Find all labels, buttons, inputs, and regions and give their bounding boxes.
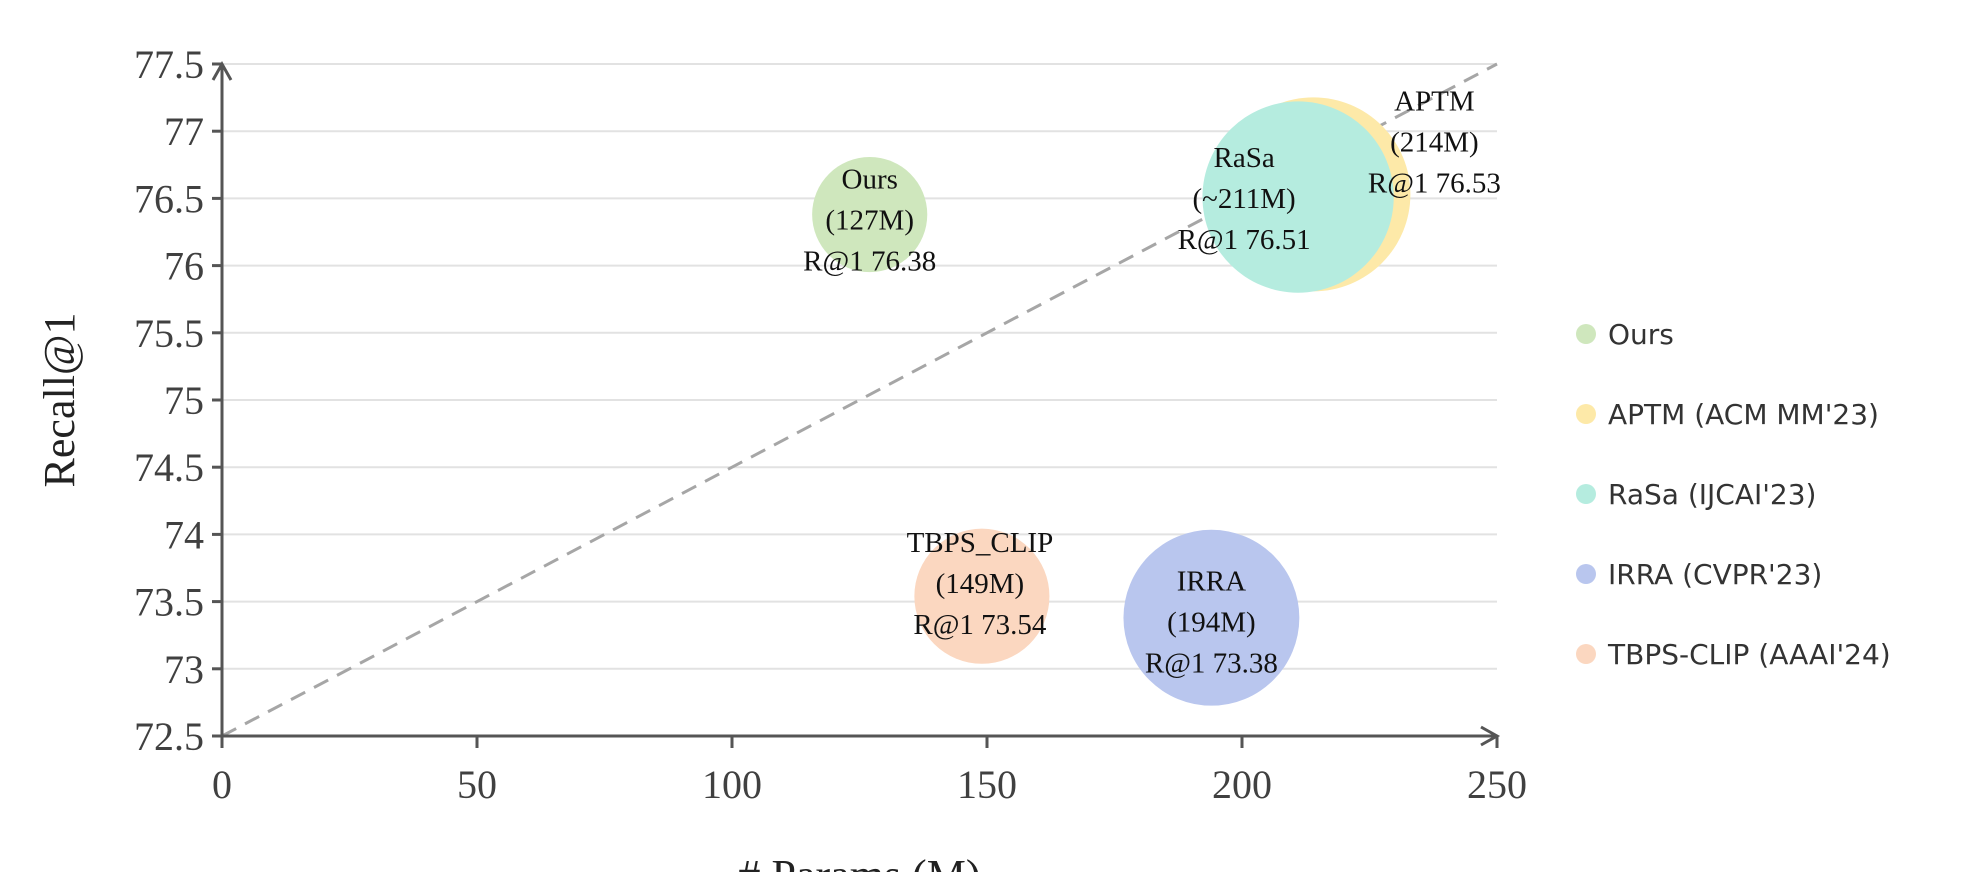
bubble-labels: Ours (127M) R@1 76.38 APTM (214M) R@1 76.53 Ra… — [803, 85, 1501, 679]
legend-marker — [1576, 404, 1596, 424]
y-tick-label: 73 — [164, 647, 204, 692]
y-tick-label: 73.5 — [134, 580, 204, 625]
bubble-label: (127M) — [825, 205, 914, 237]
axes: 72.5 73 73.5 74 74.5 75 75.5 76 76.5 77 77.5 0 50 100… — [134, 42, 1527, 807]
bubble-label: Ours — [842, 164, 898, 196]
y-tick-label: 75.5 — [134, 311, 204, 356]
bubble-label: R@1 76.38 — [803, 246, 936, 278]
legend: Ours APTM (ACM MM'23) RaSa (IJCAI'23) IRRA … — [1576, 318, 1891, 671]
y-axis-arrow — [211, 60, 233, 81]
y-tick-label: 76 — [164, 244, 204, 289]
bubble-label: IRRA — [1177, 566, 1246, 598]
y-tick-label: 77 — [164, 109, 204, 154]
y-tick-label: 74 — [164, 512, 204, 557]
x-tick-label: 50 — [457, 762, 497, 807]
bubble-label: (149M) — [936, 568, 1025, 600]
bubble-series — [812, 97, 1411, 706]
y-tick-label: 75 — [164, 378, 204, 423]
x-tick-label: 250 — [1467, 762, 1527, 807]
bubble-label: R@1 76.51 — [1178, 224, 1311, 256]
y-tick-label: 74.5 — [134, 445, 204, 490]
y-axis-title: Recall@1 — [35, 313, 84, 488]
bubble-label: APTM — [1394, 85, 1475, 117]
legend-label: TBPS-CLIP (AAAI'24) — [1607, 638, 1891, 671]
legend-label: Ours — [1608, 318, 1674, 351]
legend-label: APTM (ACM MM'23) — [1608, 398, 1879, 431]
legend-label: RaSa (IJCAI'23) — [1608, 478, 1816, 511]
bubble-label: R@1 76.53 — [1368, 167, 1501, 199]
legend-label: IRRA (CVPR'23) — [1608, 558, 1822, 591]
bubble-label: (194M) — [1167, 607, 1256, 639]
bubble-label: R@1 73.54 — [913, 609, 1047, 641]
x-tick-label: 200 — [1212, 762, 1272, 807]
bubble-rasa — [1202, 101, 1394, 293]
y-tick-label: 77.5 — [134, 42, 204, 87]
x-axis-title: # Params (M) — [739, 851, 981, 872]
bubble-label: R@1 73.38 — [1145, 648, 1278, 680]
grid-lines — [222, 63, 1497, 670]
legend-marker — [1576, 484, 1596, 504]
bubble-irra — [1123, 529, 1300, 706]
x-axis-arrow — [1480, 725, 1501, 747]
x-tick-label: 100 — [702, 762, 762, 807]
y-tick-label: 76.5 — [134, 176, 204, 221]
bubble-tbps-clip — [914, 528, 1050, 664]
legend-marker — [1576, 324, 1596, 344]
x-tick-label: 150 — [957, 762, 1017, 807]
bubble-label: RaSa — [1213, 142, 1274, 174]
y-tick-label: 72.5 — [134, 714, 204, 759]
bubble-label: TBPS_CLIP — [907, 527, 1054, 559]
bubble-label: (214M) — [1390, 126, 1479, 158]
legend-marker — [1576, 644, 1596, 664]
bubble-ours — [812, 156, 928, 273]
bubble-label: (~211M) — [1192, 183, 1295, 215]
legend-marker — [1576, 564, 1596, 584]
x-tick-label: 0 — [212, 762, 232, 807]
